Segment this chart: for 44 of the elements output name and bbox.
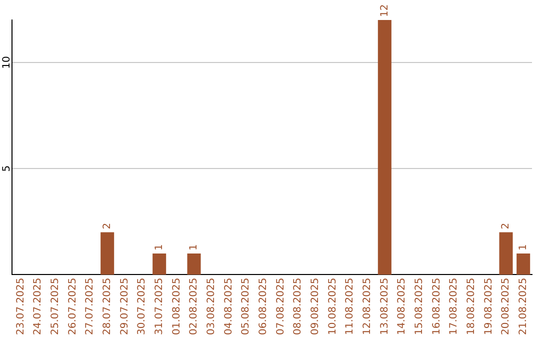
bar [100,232,114,275]
x-tick-label: 19.08.2025 [483,278,494,336]
x-tick-label: 20.08.2025 [500,278,512,336]
x-tick-label: 23.07.2025 [15,278,26,336]
x-tick-label: 28.07.2025 [102,278,113,336]
x-tick-label: 11.08.2025 [344,278,356,336]
x-tick-label: 09.08.2025 [310,278,321,336]
x-tick-label: 15.08.2025 [414,278,425,336]
x-tick-label: 10.08.2025 [327,278,338,336]
x-tick-label: 04.08.2025 [223,278,234,336]
x-tick-label: 25.07.2025 [50,278,61,336]
bar [187,254,201,275]
x-tick-label: 12.08.2025 [362,278,373,336]
x-tick-label: 05.08.2025 [240,278,252,336]
x-tick-label: 21.08.2025 [518,278,529,336]
x-tick-label: 17.08.2025 [448,278,460,336]
x-tick-label: 07.08.2025 [275,278,286,336]
data-label: 12 [379,4,390,17]
data-label: 1 [188,244,200,251]
bar [378,20,392,275]
x-tick-label: 02.08.2025 [188,278,200,336]
x-tick-label: 13.08.2025 [379,278,390,336]
x-tick-label: 30.07.2025 [136,278,148,336]
data-label: 2 [500,222,512,230]
bar [152,254,166,275]
x-tick-label: 27.07.2025 [84,278,96,336]
data-label: 1 [518,244,529,251]
y-tick-label: 5 [2,165,13,172]
x-tick-label: 31.07.2025 [154,278,165,336]
x-tick-label: 03.08.2025 [206,278,217,336]
data-label: 1 [154,244,165,251]
x-tick-label: 18.08.2025 [466,278,477,336]
data-label: 2 [102,222,113,230]
x-tick-label: 26.07.2025 [67,278,78,336]
bar [499,232,513,275]
x-tick-label: 08.08.2025 [292,278,304,336]
x-tick-label: 29.07.2025 [119,278,130,336]
x-tick-label: 14.08.2025 [396,278,408,336]
y-tick-label: 10 [2,56,13,69]
x-tick-label: 24.07.2025 [32,278,44,336]
x-tick-label: 16.08.2025 [431,278,442,336]
x-tick-label: 01.08.2025 [171,278,182,336]
x-tick-label: 06.08.2025 [258,278,269,336]
bar [516,254,530,275]
